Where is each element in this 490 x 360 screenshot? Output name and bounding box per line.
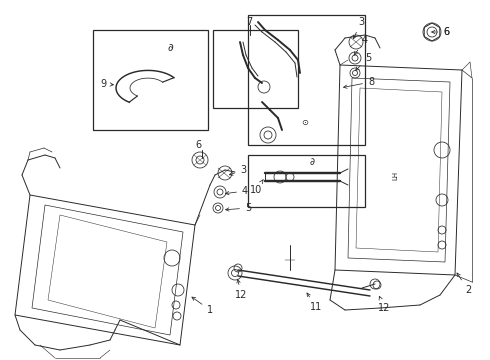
Text: 7: 7 [246,17,252,27]
Bar [248,15,365,145]
Text: 8: 8 [343,77,374,88]
Text: 3: 3 [229,165,246,175]
Text: 2: 2 [457,273,471,295]
Text: 3: 3 [353,17,364,39]
Text: LH: LH [392,170,398,180]
Text: 6: 6 [195,140,201,150]
Text: 4: 4 [225,186,248,196]
Bar [93,30,208,130]
Text: 12: 12 [235,280,247,300]
Text: 11: 11 [307,293,322,312]
Text: 9: 9 [100,79,113,89]
Text: 5: 5 [225,203,251,213]
Text: ∂: ∂ [167,43,173,53]
Text: 1: 1 [192,297,213,315]
Text: 5: 5 [356,53,371,71]
Text: 4: 4 [354,35,368,55]
Text: 10: 10 [250,180,263,195]
Text: 12: 12 [378,296,391,313]
Text: 6: 6 [443,27,449,37]
Bar [248,155,365,207]
Bar [213,30,298,108]
Text: ∂: ∂ [310,157,315,167]
Text: 6: 6 [432,27,449,37]
Text: ⊙: ⊙ [301,118,309,127]
